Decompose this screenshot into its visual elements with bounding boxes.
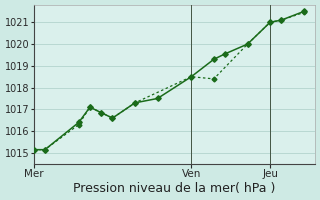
X-axis label: Pression niveau de la mer( hPa ): Pression niveau de la mer( hPa )	[73, 182, 276, 195]
